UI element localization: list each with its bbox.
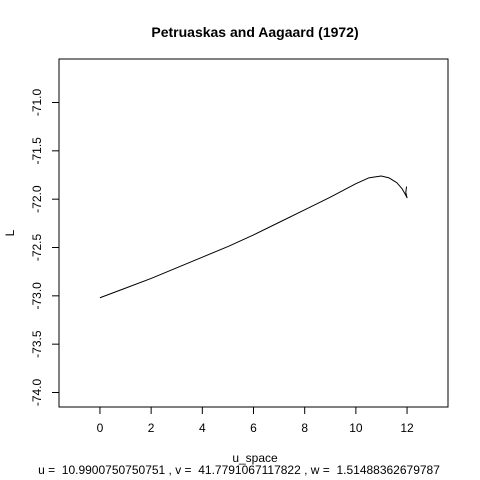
chart-title: Petruaskas and Aagaard (1972) — [151, 24, 358, 40]
x-tick-label: 6 — [250, 421, 257, 435]
y-tick-label: -73.5 — [30, 330, 44, 358]
y-tick-label: -73.0 — [30, 282, 44, 310]
y-tick-label: -74.0 — [30, 379, 44, 407]
y-axis: -74.0 -73.5 -73.0 -72.5 -72.0 -71.5 -71.0 — [30, 89, 60, 407]
x-axis-label: u_space — [232, 451, 278, 465]
x-tick-label: 8 — [301, 421, 308, 435]
series-layer — [99, 175, 408, 299]
x-tick-label: 10 — [349, 421, 363, 435]
y-tick-label: -71.0 — [30, 89, 44, 117]
plot-frame — [58, 58, 449, 408]
x-tick-label: 4 — [199, 421, 206, 435]
y-tick-label: -71.5 — [30, 137, 44, 165]
x-tick-label: 0 — [97, 421, 104, 435]
x-tick-label: 2 — [148, 421, 155, 435]
y-tick-label: -72.0 — [30, 185, 44, 213]
x-axis: 0 2 4 6 8 10 12 — [97, 406, 414, 435]
y-axis-label: L — [3, 229, 17, 236]
parameter-readout: u = 10.9900750750751 , v = 41.7791067117… — [38, 463, 440, 477]
y-tick-label: -72.5 — [30, 234, 44, 262]
x-tick-label: 12 — [400, 421, 414, 435]
series-line — [99, 175, 408, 299]
